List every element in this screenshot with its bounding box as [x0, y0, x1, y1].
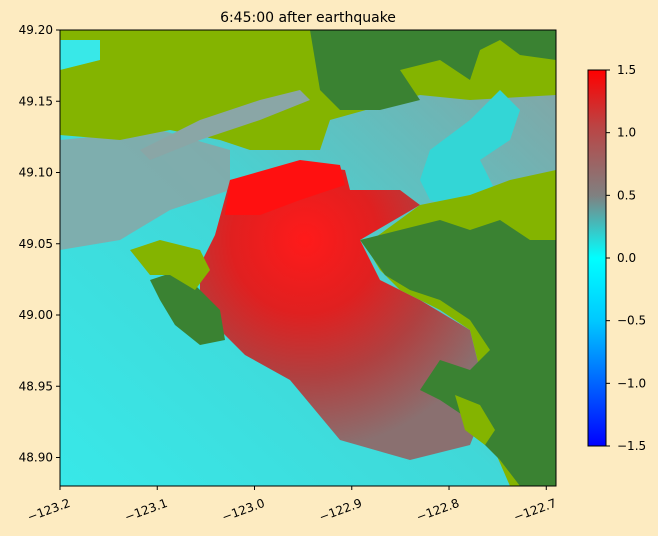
water-lake-east: [420, 90, 520, 210]
x-tick-label: −123.1: [123, 496, 170, 524]
colorbar-tick-label: −0.5: [617, 314, 646, 328]
y-tick-label: 49.15: [19, 94, 53, 108]
x-tick-label: −123.2: [26, 496, 73, 524]
x-tick-label: −122.7: [512, 496, 559, 524]
water-inlet: [60, 40, 100, 70]
x-tick-label: −122.9: [317, 496, 364, 524]
y-tick-label: 49.00: [19, 308, 53, 322]
land-coast-strip: [130, 240, 210, 290]
colorbar: [587, 69, 607, 447]
y-tick-label: 49.20: [19, 23, 53, 37]
land-island-south: [455, 395, 495, 445]
colorbar-tick-label: −1.0: [617, 376, 646, 390]
colorbar-axis: −1.5 −1.0 −0.5 0.0 0.5 1.0 1.5: [606, 63, 646, 453]
colorbar-tick-label: 1.0: [617, 126, 636, 140]
x-axis: −123.2 −123.1 −123.0 −122.9 −122.8 −122.7: [26, 486, 559, 524]
land-mountain-east: [360, 220, 556, 486]
colorbar-tick-label: 1.5: [617, 63, 636, 77]
water-northwest: [60, 130, 230, 250]
y-axis: 48.90 48.95 49.00 49.05 49.10 49.15 49.20: [19, 23, 60, 465]
x-tick-label: −123.0: [220, 496, 267, 524]
surge-red-zone: [200, 165, 480, 460]
chart-title: 6:45:00 after earthquake: [220, 10, 396, 26]
surge-red-hotspot: [225, 160, 345, 215]
y-tick-label: 49.10: [19, 166, 53, 180]
river-channel: [140, 90, 310, 160]
land-point-roberts: [150, 270, 225, 345]
y-tick-label: 49.05: [19, 237, 53, 251]
land-north-mountain: [310, 30, 556, 110]
x-tick-label: −122.8: [415, 496, 462, 524]
y-tick-label: 48.95: [19, 379, 53, 393]
colorbar-tick-label: 0.5: [617, 188, 636, 202]
heatmap-plot-area: [60, 30, 556, 486]
plot-frame: [59, 29, 557, 487]
y-tick-label: 48.90: [19, 451, 53, 465]
colorbar-tick-label: −1.5: [617, 439, 646, 453]
colorbar-tick-label: 0.0: [617, 251, 636, 265]
